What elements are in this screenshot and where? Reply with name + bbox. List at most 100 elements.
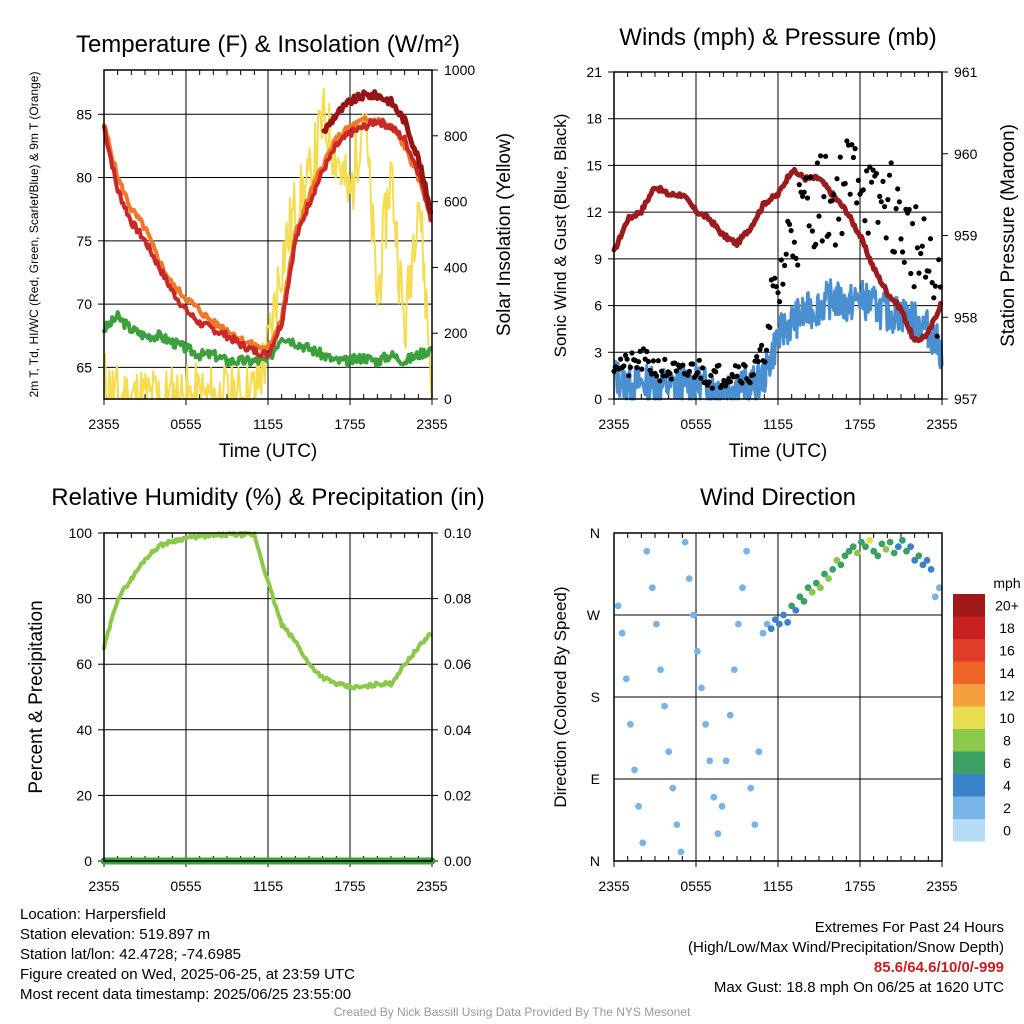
gust-point (795, 262, 801, 268)
gust-point (873, 170, 880, 177)
direction-point (796, 593, 804, 601)
gust-point (759, 342, 765, 348)
panel-temperature: 2355 0555 1155 1755 2355 Temperature (F) & In… (27, 31, 515, 462)
y-tick-label: 0 (84, 853, 92, 869)
panel-wind-direction: 2355 0555 1155 1755 2355 Wind Direction N W S E N D… (551, 484, 958, 894)
direction-point (763, 620, 771, 628)
legend-swatch (953, 594, 985, 617)
direction-point (866, 536, 873, 544)
direction-point (784, 618, 791, 626)
direction-point (915, 552, 923, 560)
gust-point (659, 368, 665, 374)
gust-point (821, 194, 827, 200)
direction-point (833, 556, 841, 564)
direction-point (627, 720, 634, 728)
gust-point (842, 180, 848, 187)
y-right-tick-label: 400 (444, 259, 468, 275)
y-tick-label: 21 (586, 64, 602, 80)
speed-legend: mph 20+ 18 16 14 12 10 8 6 4 2 0 (953, 575, 1021, 842)
y-right-tick-label: 0.06 (444, 656, 471, 672)
direction-point (689, 611, 697, 619)
direction-point (631, 766, 638, 774)
direction-point (837, 561, 845, 569)
gust-point (818, 153, 824, 159)
gust-point (777, 299, 783, 305)
pressure-line (611, 166, 944, 344)
x-tick-label: 1755 (334, 878, 365, 894)
gust-point (865, 230, 871, 236)
gust-point (708, 372, 714, 379)
direction-point (653, 620, 660, 628)
direction-point (894, 543, 902, 551)
direction-point (665, 748, 673, 756)
gust-point (754, 354, 760, 360)
direction-point (767, 625, 775, 633)
x-axis-label: Time (UTC) (219, 441, 318, 462)
y-right-tick-label: 957 (954, 391, 978, 407)
gust-point (932, 283, 939, 289)
gust-point (893, 206, 899, 212)
gust-point (880, 178, 886, 184)
gust-point (914, 245, 921, 251)
x-tick-label: 1755 (844, 416, 875, 432)
legend-label: 12 (999, 687, 1015, 703)
x-tick-label: 2355 (416, 878, 447, 894)
gust-point (742, 363, 748, 369)
gust-point (898, 236, 904, 242)
gust-point (895, 186, 901, 192)
gust-point (852, 146, 858, 152)
direction-point (735, 620, 742, 628)
gust-point (868, 179, 875, 185)
gust-point (854, 200, 860, 206)
x-tick-label: 2355 (88, 878, 119, 894)
gust-point (800, 193, 806, 199)
direction-point (804, 584, 812, 592)
legend-swatch (953, 729, 985, 752)
gust-point (834, 176, 840, 182)
gust-point (657, 378, 663, 384)
chart-title: Winds (mph) & Pressure (mb) (619, 24, 936, 51)
direction-point (890, 549, 898, 557)
location-text: Location: Harpersfield (20, 906, 166, 923)
gust-point (823, 153, 829, 159)
y-tick-label: 80 (76, 170, 92, 186)
legend-label: 18 (999, 620, 1015, 636)
gust-point (826, 231, 832, 237)
gust-point (814, 160, 821, 166)
x-tick-label: 0555 (170, 878, 201, 894)
direction-point (669, 784, 677, 792)
direction-point (907, 543, 914, 551)
legend-swatch (953, 706, 985, 729)
gust-point (627, 364, 634, 370)
direction-point (722, 757, 730, 765)
gust-point (918, 250, 924, 257)
legend-label: 4 (1003, 777, 1011, 793)
gust-point (860, 187, 866, 193)
gust-point (847, 191, 853, 197)
legend-label: 10 (999, 710, 1015, 726)
heat-index-line (321, 89, 434, 215)
gust-point (813, 241, 819, 247)
direction-point (677, 848, 685, 856)
x-tick-label: 1155 (253, 416, 283, 432)
gust-point (831, 192, 837, 198)
y-tick-label: 6 (594, 298, 602, 314)
gust-point (686, 368, 693, 374)
direction-point (730, 666, 738, 674)
gust-point (621, 363, 627, 369)
y-tick-label: 80 (76, 591, 92, 607)
gust-point (804, 195, 811, 201)
direction-point (661, 702, 668, 710)
gust-point (690, 361, 696, 367)
y-tick-label: 60 (76, 656, 92, 672)
station-info: Location: Harpersfield Station elevation… (20, 905, 355, 1005)
gust-point (645, 358, 652, 365)
y-right-tick-label: 800 (444, 128, 468, 144)
x-tick-label: 1155 (763, 416, 793, 432)
gust-point (788, 228, 794, 234)
y-axis-label: Sonic Wind & Gust (Blue, Black) (551, 114, 570, 358)
gust-point (673, 368, 679, 374)
gust-point (685, 372, 691, 378)
y-tick-label: W (587, 607, 601, 623)
